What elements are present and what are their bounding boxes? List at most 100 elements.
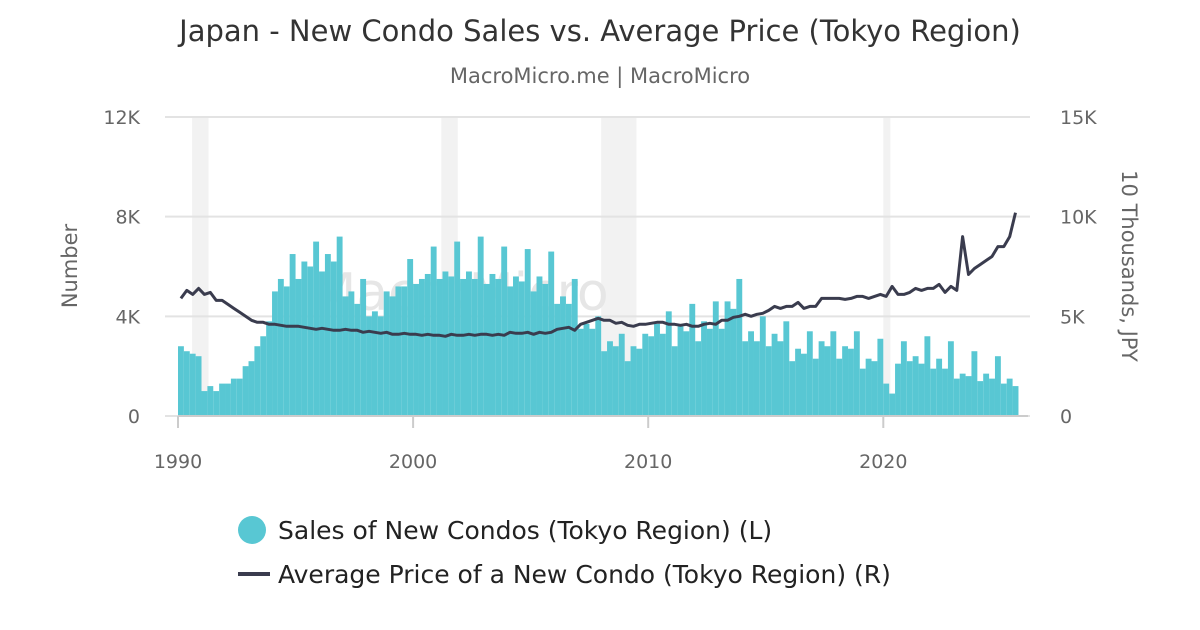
sales-bar	[518, 281, 525, 416]
sales-bar	[971, 351, 978, 416]
sales-bar	[401, 286, 408, 416]
sales-bar	[918, 363, 925, 416]
sales-bar	[877, 338, 884, 416]
sales-bar	[436, 278, 443, 416]
sales-bar	[665, 311, 672, 416]
sales-bar	[953, 378, 960, 416]
sales-bar	[695, 341, 702, 416]
sales-bar	[430, 246, 437, 416]
sales-bar	[219, 383, 226, 416]
sales-bar	[942, 368, 948, 416]
sales-bar	[636, 348, 643, 416]
recession-band	[192, 117, 209, 416]
y-axis-right-label: 10 Thousands, JPY	[1117, 170, 1141, 362]
sales-bar	[266, 321, 273, 416]
sales-bar	[560, 296, 566, 416]
y-tick-left: 8K	[115, 207, 140, 229]
sales-bar	[371, 311, 378, 416]
sales-bar	[260, 336, 267, 416]
sales-bar	[542, 283, 549, 416]
sales-bar	[319, 271, 325, 416]
sales-bar	[871, 361, 878, 416]
sales-bar	[213, 391, 220, 416]
sales-bar	[236, 378, 243, 416]
y-tick-left: 0	[128, 406, 140, 428]
sales-bar	[183, 351, 190, 416]
chart-title: Japan - New Condo Sales vs. Average Pric…	[179, 14, 1021, 48]
sales-bar	[272, 291, 278, 416]
sales-bar	[789, 361, 796, 416]
sales-bar	[795, 348, 802, 416]
sales-bar	[601, 351, 608, 416]
sales-bar	[1012, 386, 1019, 416]
sales-bar	[489, 273, 496, 416]
sales-bar	[965, 376, 972, 416]
sales-bar	[659, 333, 666, 416]
sales-bar	[806, 331, 813, 416]
sales-bar	[912, 356, 919, 416]
sales-bar	[718, 328, 725, 416]
sales-bar	[936, 358, 943, 416]
sales-bar	[277, 278, 284, 416]
sales-bar	[959, 373, 966, 416]
sales-bar	[883, 383, 890, 416]
sales-bar	[536, 276, 543, 416]
sales-bar	[983, 373, 990, 416]
sales-bar	[730, 308, 737, 416]
legend-item-sales[interactable]: Sales of New Condos (Tokyo Region) (L)	[238, 508, 891, 552]
x-tick-label: 2000	[389, 451, 437, 473]
sales-bar	[442, 271, 449, 416]
chart-subtitle: MacroMicro.me | MacroMicro	[449, 64, 751, 88]
sales-bar	[178, 346, 184, 416]
sales-bar	[448, 276, 455, 416]
sales-bar	[583, 323, 590, 416]
sales-bar	[742, 341, 749, 416]
sales-bar	[830, 331, 837, 416]
sales-bar	[454, 241, 461, 416]
legend-line-icon	[238, 572, 270, 576]
sales-bar	[395, 286, 402, 416]
sales-bar	[377, 316, 384, 416]
sales-bar	[507, 286, 514, 416]
sales-bar	[554, 303, 561, 416]
sales-bar	[689, 303, 696, 416]
y-tick-right: 10K	[1060, 207, 1097, 229]
sales-bar	[207, 386, 214, 416]
sales-bar	[712, 301, 719, 416]
sales-bar	[865, 358, 872, 416]
sales-bar	[295, 278, 302, 416]
sales-bar	[947, 341, 954, 416]
sales-bar	[724, 301, 731, 416]
sales-bar	[654, 323, 660, 416]
sales-bar	[289, 254, 296, 416]
sales-bar	[748, 331, 754, 416]
sales-bar	[389, 296, 396, 416]
sales-bar	[648, 336, 655, 416]
sales-bar	[413, 283, 419, 416]
sales-bar	[407, 259, 414, 416]
sales-bar	[348, 291, 355, 416]
sales-bar	[354, 303, 361, 416]
sales-bar	[736, 278, 743, 416]
x-tick-label: 2010	[624, 451, 672, 473]
sales-bar	[642, 333, 649, 416]
sales-bar	[595, 316, 602, 416]
sales-bar	[324, 254, 331, 416]
legend-item-price[interactable]: Average Price of a New Condo (Tokyo Regi…	[238, 552, 891, 596]
sales-bar	[465, 271, 472, 416]
sales-bar	[900, 341, 907, 416]
sales-bar	[201, 391, 208, 416]
chart-plot: MacroMicro 004K5K8K10K12K15K199020002010…	[58, 107, 1141, 473]
sales-bar	[254, 346, 261, 416]
sales-bar	[424, 273, 431, 416]
sales-bar	[706, 328, 713, 416]
sales-bar	[477, 236, 484, 416]
price-line	[179, 212, 1017, 338]
sales-bar	[853, 331, 860, 416]
recession-band	[883, 117, 891, 416]
sales-bar	[242, 366, 249, 416]
sales-bar	[624, 361, 631, 416]
sales-bar	[818, 341, 825, 416]
sales-bar	[471, 278, 478, 416]
